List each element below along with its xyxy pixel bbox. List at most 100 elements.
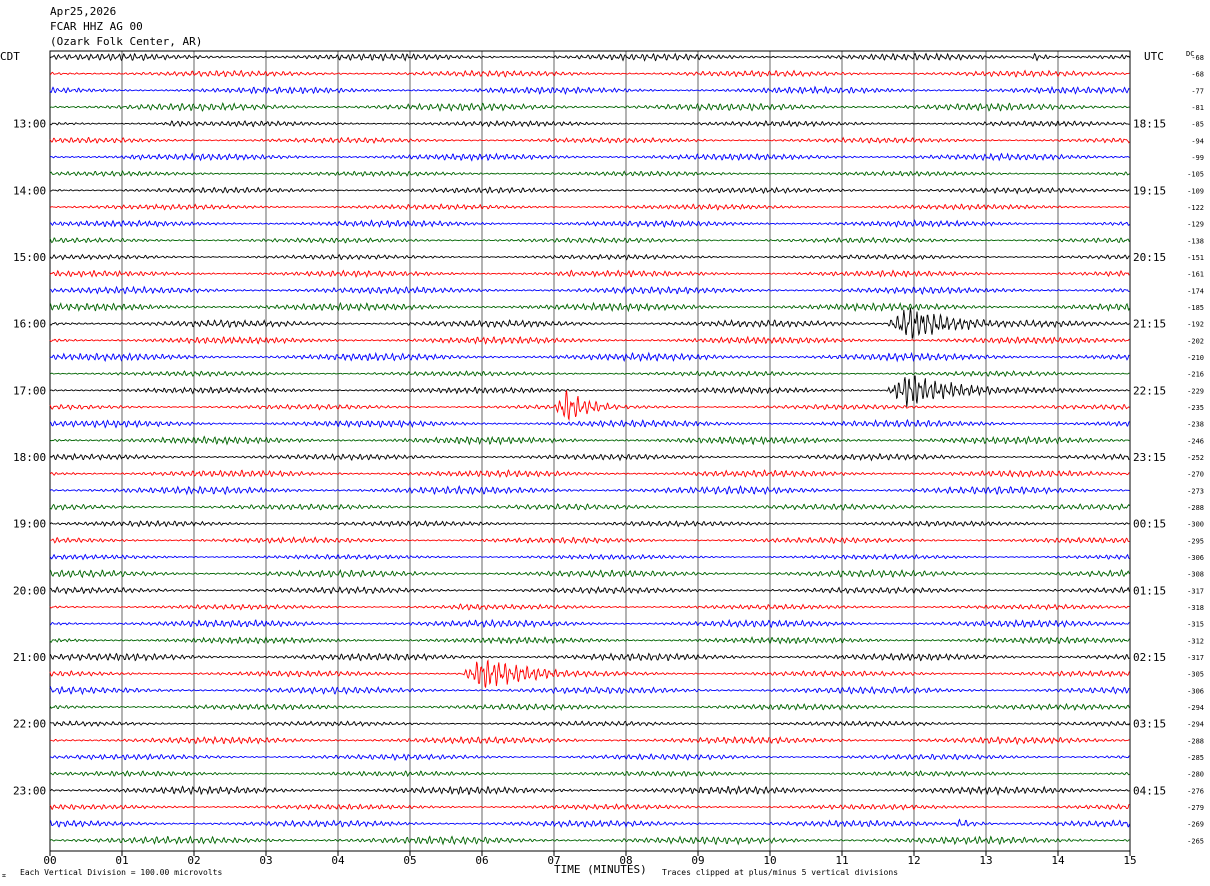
dc-offset-label: -68 — [1191, 54, 1204, 62]
trace-line — [49, 435, 1130, 446]
trace-line — [49, 702, 1130, 711]
x-tick-label: 04 — [331, 854, 345, 867]
dc-offset-label: -94 — [1191, 137, 1204, 145]
dc-offset-label: -318 — [1187, 604, 1204, 612]
trace-line — [49, 469, 1130, 478]
dc-offset-label: -210 — [1187, 354, 1204, 362]
dc-offset-label: -252 — [1187, 454, 1204, 462]
trace-line — [49, 186, 1130, 195]
x-tick-label: 02 — [187, 854, 200, 867]
trace-line — [49, 452, 1130, 462]
scale-note: Each Vertical Division = 100.00 microvol… — [20, 868, 222, 877]
x-tick-label: 11 — [835, 854, 848, 867]
right-time-label: 20:15 — [1133, 251, 1166, 264]
trace-line — [49, 102, 1130, 112]
axis-labels: CDT UTC DC TIME (MINUTES) Each Vertical … — [0, 50, 1204, 880]
right-time-label: 22:15 — [1133, 384, 1166, 397]
trace-line — [49, 835, 1130, 846]
dc-offset-label: -99 — [1191, 154, 1204, 162]
dc-offset-label: -216 — [1187, 371, 1204, 379]
trace-line — [49, 636, 1130, 645]
trace-line — [49, 603, 1130, 611]
trace-line — [49, 720, 1130, 727]
trace-line — [49, 335, 1130, 345]
trace-line — [49, 370, 1130, 378]
dc-offset-label: -81 — [1191, 104, 1204, 112]
left-time-label: 23:00 — [13, 784, 46, 797]
dc-offset-label: -192 — [1187, 321, 1204, 329]
dc-offset-label: -185 — [1187, 304, 1204, 312]
trace-line — [49, 659, 1130, 688]
dc-offset-label: -122 — [1187, 204, 1204, 212]
dc-offset-label: -273 — [1187, 487, 1204, 495]
dc-offset-label: -129 — [1187, 221, 1204, 229]
right-time-label: 00:15 — [1133, 518, 1166, 531]
dc-offset-label: -151 — [1187, 254, 1204, 262]
x-tick-label: 06 — [475, 854, 488, 867]
trace-line — [49, 236, 1130, 244]
dc-offset-label: -315 — [1187, 621, 1204, 629]
dc-offset-label: -305 — [1187, 671, 1204, 679]
trace-line — [49, 485, 1130, 496]
dc-offset-label: -294 — [1187, 704, 1204, 712]
dc-offset-label: -300 — [1187, 521, 1204, 529]
trace-line — [49, 503, 1130, 511]
trace-line — [49, 803, 1130, 811]
left-time-label: 19:00 — [13, 518, 46, 531]
dc-offset-label: -306 — [1187, 554, 1204, 562]
x-tick-label: 15 — [1123, 854, 1136, 867]
x-tick-label: 05 — [403, 854, 416, 867]
trace-line — [49, 351, 1130, 363]
dc-offset-label: -202 — [1187, 337, 1204, 345]
clip-note: Traces clipped at plus/minus 5 vertical … — [662, 868, 898, 877]
dc-offset-label: -306 — [1187, 687, 1204, 695]
dc-offset-label: -285 — [1187, 754, 1204, 762]
left-time-label: 14:00 — [13, 184, 46, 197]
trace-line — [49, 301, 1130, 313]
dc-offset-label: -161 — [1187, 271, 1204, 279]
dc-offset-label: -174 — [1187, 287, 1204, 295]
trace-line — [49, 375, 1130, 407]
x-tick-label: 03 — [259, 854, 272, 867]
header-date: Apr25,2026 — [50, 5, 117, 18]
x-axis-title: TIME (MINUTES) — [554, 863, 647, 876]
trace-line — [49, 685, 1130, 696]
trace-line — [49, 269, 1130, 278]
trace-line — [50, 69, 1130, 78]
dc-offset-label: -317 — [1187, 587, 1204, 595]
header-station: FCAR HHZ AG 00 — [50, 20, 143, 33]
plot-frame — [49, 50, 1131, 852]
left-time-label: 21:00 — [13, 651, 46, 664]
right-timezone-label: UTC — [1144, 50, 1164, 63]
dc-offset-label: -295 — [1187, 537, 1204, 545]
right-time-label: 23:15 — [1133, 451, 1166, 464]
trace-line — [49, 203, 1130, 211]
right-time-label: 18:15 — [1133, 118, 1166, 131]
x-tick-label: 07 — [547, 854, 560, 867]
dc-offset-label: -229 — [1187, 387, 1204, 395]
x-tick-label: 13 — [979, 854, 992, 867]
dc-offset-label: -105 — [1187, 171, 1204, 179]
right-time-label: 01:15 — [1133, 584, 1166, 597]
dc-offset-label: -138 — [1187, 237, 1204, 245]
x-tick-label: 10 — [763, 854, 776, 867]
left-time-label: 15:00 — [13, 251, 46, 264]
trace-line — [49, 119, 1130, 128]
x-tick-label: 01 — [115, 854, 128, 867]
x-tick-label: 00 — [43, 854, 56, 867]
right-time-label: 19:15 — [1133, 184, 1166, 197]
dc-offset-label: -235 — [1187, 404, 1204, 412]
right-time-label: 21:15 — [1133, 318, 1166, 331]
trace-line — [49, 307, 1130, 339]
dc-offset-label: -317 — [1187, 654, 1204, 662]
dc-offset-label: -109 — [1187, 187, 1204, 195]
trace-line — [49, 585, 1130, 595]
right-time-label: 04:15 — [1133, 784, 1166, 797]
trace-line — [49, 818, 1130, 829]
left-time-label: 20:00 — [13, 584, 46, 597]
trace-line — [49, 652, 1130, 662]
x-tick-label: 12 — [907, 854, 920, 867]
dc-offset-label: -294 — [1187, 721, 1204, 729]
left-timezone-label: CDT — [0, 50, 20, 63]
trace-line — [49, 418, 1130, 429]
